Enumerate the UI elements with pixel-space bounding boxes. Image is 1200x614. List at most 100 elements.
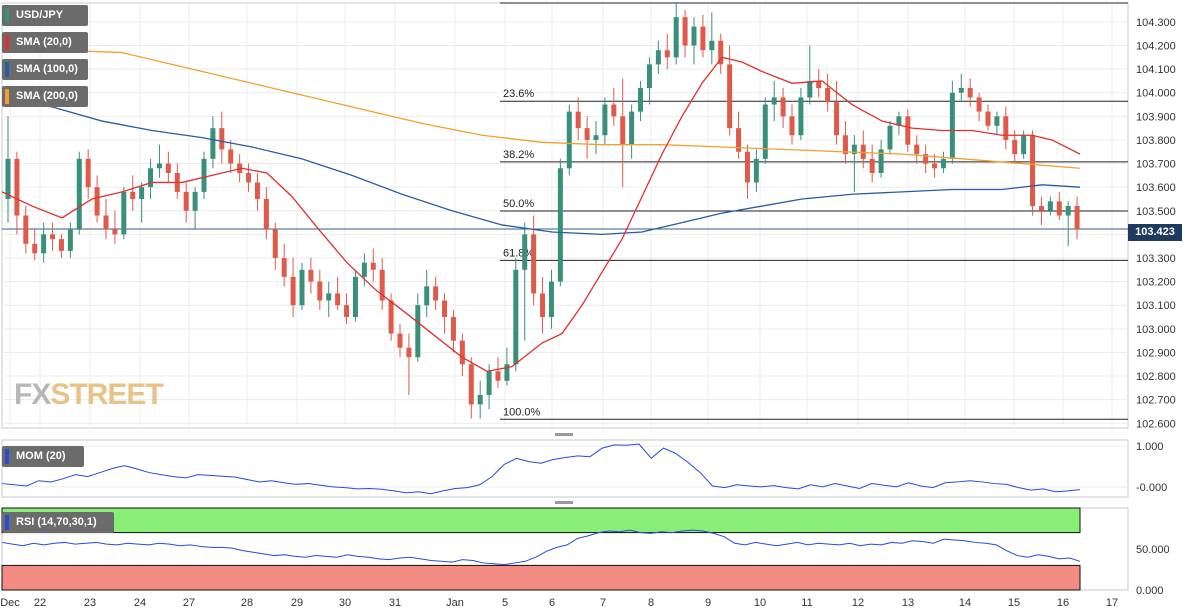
- candle-body: [593, 135, 599, 140]
- sma100-line: [1, 99, 1081, 236]
- candle-body: [691, 26, 697, 46]
- rsi-oversold-zone: [1, 564, 1081, 591]
- logo-street: STREET: [50, 378, 163, 411]
- y-tick-label: 102.700: [1136, 395, 1176, 407]
- momentum-panel-frame: [1, 439, 1129, 498]
- x-tick-label: 11: [801, 597, 812, 609]
- mom-tick-label: -0.000: [1136, 482, 1167, 494]
- candle-body: [210, 128, 216, 159]
- candle-body: [495, 371, 501, 381]
- candle-body: [540, 293, 546, 318]
- candle-body: [557, 168, 563, 282]
- candle-body: [1065, 206, 1071, 216]
- candle-body: [433, 286, 439, 301]
- candle-body: [1003, 116, 1009, 140]
- x-tick-label: 15: [1008, 597, 1020, 609]
- candle-body: [798, 97, 804, 136]
- candle-body: [664, 50, 670, 58]
- y-tick-label: 104.000: [1136, 88, 1176, 100]
- panel-splitter: [555, 501, 573, 504]
- mom-swatch: [5, 449, 9, 464]
- candle-body: [771, 97, 777, 105]
- price-panel: 104.300 104.200 104.100 104.000 103.900 103.8…: [1, 0, 1176, 590]
- legend-sma100-label: SMA (100,0): [16, 63, 78, 75]
- candle-body: [1074, 206, 1080, 230]
- candle-body: [1038, 206, 1044, 211]
- y-tick-label: 102.600: [1136, 418, 1176, 430]
- rsi-tick-label: 0.000: [1136, 585, 1164, 597]
- candle-body: [299, 269, 305, 306]
- candle-body: [736, 128, 742, 152]
- fib-level-label: 100.0%: [503, 406, 541, 418]
- x-tick-label: 31: [389, 597, 401, 609]
- candle-body: [94, 187, 100, 216]
- candle-body: [254, 182, 260, 199]
- candle-body: [1021, 135, 1027, 155]
- x-tick-label: 24: [134, 597, 146, 609]
- candle-body: [807, 80, 813, 98]
- candle-body: [842, 135, 848, 155]
- y-tick-label: 103.700: [1136, 159, 1176, 171]
- candle-body: [326, 293, 332, 301]
- candle-body: [869, 158, 875, 173]
- candle-body: [379, 269, 385, 301]
- y-tick-label: 103.800: [1136, 135, 1176, 147]
- candle-body: [744, 151, 750, 183]
- candle-body: [834, 102, 840, 136]
- x-tick-label: Jan: [446, 597, 464, 609]
- y-tick-label: 103.900: [1136, 111, 1176, 123]
- candle-body: [584, 128, 590, 140]
- candle-body: [548, 281, 554, 318]
- candle-body: [459, 340, 465, 365]
- sma100-swatch: [5, 62, 9, 77]
- candle-body: [753, 158, 759, 183]
- y-tick-label: 102.800: [1136, 371, 1176, 383]
- candle-body: [67, 229, 73, 251]
- candle-body: [112, 229, 118, 235]
- candle-body: [344, 305, 350, 318]
- candle-body: [896, 116, 902, 126]
- candle-body: [923, 154, 929, 164]
- candle-body: [602, 104, 608, 136]
- x-tick-label: 12: [852, 597, 864, 609]
- legend-sma100: SMA (100,0): [2, 59, 88, 80]
- candle-body: [513, 269, 519, 365]
- x-tick-label: Dec: [0, 597, 20, 609]
- candle-body: [5, 158, 11, 199]
- candle-body: [504, 364, 510, 381]
- legend-sma20-label: SMA (20,0): [16, 36, 72, 48]
- candle-body: [424, 286, 430, 306]
- candle-body: [566, 111, 572, 169]
- candle-body: [468, 364, 474, 405]
- candle-body: [486, 371, 492, 395]
- x-tick-label: 7: [600, 597, 606, 609]
- panel-splitter: [555, 433, 573, 436]
- candle-body: [905, 116, 911, 145]
- candle-body: [121, 191, 127, 235]
- x-tick-label: 9: [705, 597, 711, 609]
- candle-body: [335, 293, 341, 306]
- candle-body: [450, 317, 456, 341]
- candle-body: [789, 116, 795, 136]
- candle-body: [825, 88, 831, 103]
- sma20-swatch: [5, 35, 9, 50]
- candle-body: [219, 128, 225, 150]
- y-tick-label: 104.300: [1136, 17, 1176, 29]
- legend-symbol-label: USD/JPY: [16, 9, 64, 21]
- x-tick-label: 13: [902, 597, 914, 609]
- candle-body: [1012, 139, 1018, 155]
- fib-level-label: 23.6%: [503, 88, 534, 100]
- candle-body: [23, 215, 29, 244]
- y-tick-label: 104.100: [1136, 64, 1176, 76]
- momentum-panel: 1.000 -0.000: [1, 439, 1167, 504]
- candle-body: [32, 243, 38, 254]
- candle-body: [388, 300, 394, 334]
- candle-body: [940, 158, 946, 169]
- fib-level-label: 0.0%: [503, 0, 528, 2]
- legend-mom-label: MOM (20): [16, 450, 66, 462]
- candle-body: [531, 234, 537, 294]
- candle-body: [682, 17, 688, 46]
- candle-body: [370, 262, 376, 270]
- candle-body: [103, 215, 109, 230]
